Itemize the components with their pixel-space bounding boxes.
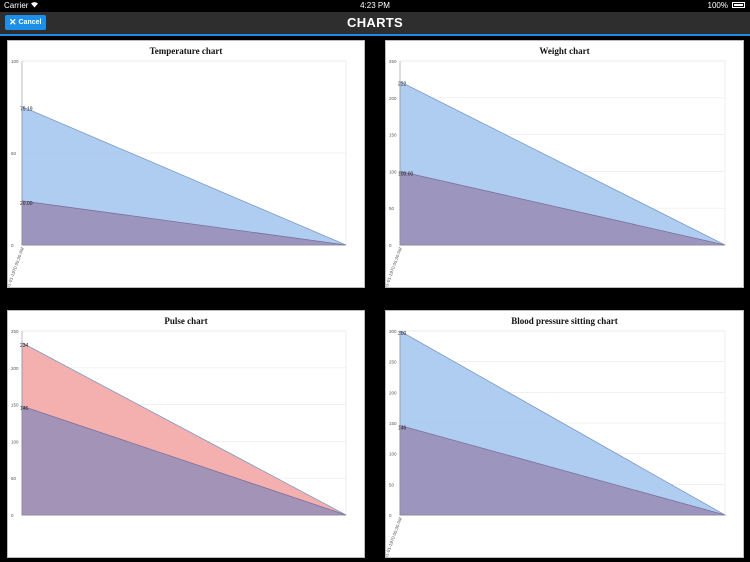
blood-pressure-sitting-chart: Blood pressure sitting chart 0 50 100 150 20…	[385, 310, 744, 558]
chart-title: Pulse chart	[164, 316, 208, 326]
pulse-chart: Pulse chart 0 50 100 150 200 250 234 146	[7, 310, 365, 558]
data-label: 222	[398, 82, 407, 88]
y-tick-label: 0	[11, 513, 14, 518]
y-tick-label: 50	[389, 482, 395, 487]
close-icon: ✕	[9, 17, 17, 27]
chart-plot: 0 50 100 150 200 250 222 100.00 01-01-1970 05:30…	[386, 59, 726, 288]
y-tick-label: 150	[11, 403, 19, 408]
weight-chart: Weight chart 0 50 100 150 200 250 222 100.00 01-…	[385, 40, 744, 288]
y-tick-label: 0	[11, 243, 14, 248]
chart-plot: 0 50 100 150 200 250 300 300 146 01-01-1970 05:30…	[386, 329, 727, 558]
y-tick-label: 150	[389, 133, 397, 138]
y-tick-label: 300	[389, 329, 397, 334]
y-tick-label: 200	[11, 366, 19, 371]
y-tick-label: 100	[389, 169, 397, 174]
battery-icon	[732, 2, 745, 8]
x-tick-label: 01-01-1970 05:30 AM	[386, 516, 403, 558]
y-tick-label: 0	[389, 243, 392, 248]
y-tick-label: 50	[11, 151, 17, 156]
carrier-label: Carrier	[4, 1, 29, 10]
y-tick-label: 200	[389, 96, 397, 101]
nav-bar: ✕ Cancel CHARTS	[0, 12, 750, 36]
data-label: 146	[398, 425, 407, 431]
page-title: CHARTS	[347, 15, 403, 30]
y-tick-label: 250	[389, 360, 397, 365]
data-label: 146	[20, 406, 29, 412]
wifi-icon	[30, 1, 39, 10]
y-tick-label: 200	[389, 390, 397, 395]
cancel-button[interactable]: ✕ Cancel	[5, 15, 46, 30]
cancel-label: Cancel	[18, 19, 42, 26]
status-time: 4:23 PM	[360, 1, 390, 10]
status-bar: Carrier 4:23 PM 100%	[0, 0, 750, 12]
battery-percent: 100%	[707, 1, 728, 10]
data-label: 300	[398, 331, 407, 337]
y-tick-label: 250	[11, 329, 19, 334]
data-label: 100.00	[398, 171, 414, 177]
y-tick-label: 0	[389, 513, 392, 518]
y-tick-label: 100	[389, 452, 397, 457]
temperature-chart: Temperature chart 0 50 100 75.19 20.00 01-01-…	[7, 40, 365, 288]
x-tick-label: 01-01-1970 05:30 AM	[386, 246, 403, 288]
chart-plot: 0 50 100 75.19 20.00 01-01-1970 05:30 AM	[8, 59, 347, 288]
chart-title: Blood pressure sitting chart	[511, 316, 618, 326]
chart-title: Temperature chart	[149, 46, 223, 56]
data-label: 20.00	[20, 201, 33, 207]
chart-title: Weight chart	[539, 46, 590, 56]
y-tick-label: 100	[11, 59, 19, 64]
data-label: 234	[20, 343, 29, 349]
chart-plot: 0 50 100 150 200 250 234 146	[11, 329, 347, 518]
y-tick-label: 100	[11, 439, 19, 444]
y-tick-label: 50	[389, 206, 395, 211]
y-tick-label: 250	[389, 59, 397, 64]
data-label: 75.19	[20, 107, 33, 113]
area-series-1	[21, 405, 347, 516]
y-tick-label: 150	[389, 421, 397, 426]
y-tick-label: 50	[11, 476, 17, 481]
x-tick-label: 01-01-1970 05:30 AM	[8, 246, 25, 288]
